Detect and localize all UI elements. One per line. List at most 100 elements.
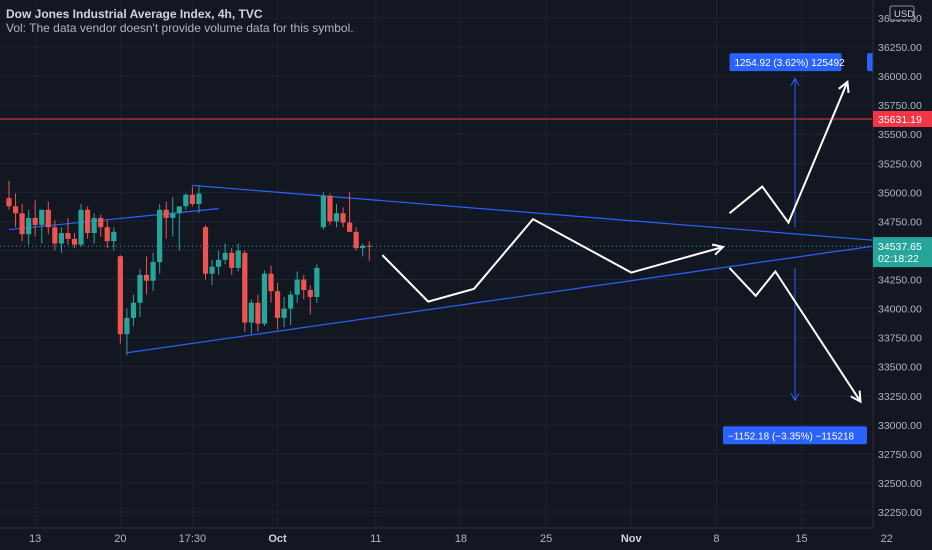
x-tick-label: 25 — [540, 533, 552, 545]
x-tick-label: 11 — [370, 533, 381, 545]
x-tick-label: 18 — [455, 533, 467, 545]
candle-down — [104, 227, 110, 242]
candle-down — [143, 274, 150, 281]
candle-up — [222, 252, 228, 260]
x-tick-label: Oct — [268, 533, 287, 545]
y-tick-label: 33750.00 — [878, 333, 922, 345]
candle-up — [150, 262, 156, 281]
candle-up — [137, 274, 143, 303]
candle-down — [347, 222, 353, 232]
x-tick-label: Nov — [621, 533, 643, 545]
candle-down — [32, 217, 38, 225]
candle-up — [130, 302, 137, 318]
candle-up — [261, 273, 268, 324]
candle-down — [301, 279, 307, 290]
measure-label-box — [722, 426, 867, 445]
currency-label: USD — [894, 9, 914, 20]
y-tick-label: 32250.00 — [878, 507, 922, 519]
projection-path[interactable] — [381, 217, 724, 303]
candle-down — [242, 252, 248, 323]
candle-down — [189, 194, 195, 204]
candle-up — [157, 209, 163, 263]
y-tick-label: 33500.00 — [878, 362, 922, 374]
x-tick-label: 20 — [114, 533, 126, 545]
candle-up — [216, 259, 222, 267]
x-tick-label: 13 — [29, 533, 41, 545]
y-tick-label: 36000.00 — [878, 71, 922, 83]
candle-up — [196, 193, 202, 204]
candle-down — [229, 252, 235, 268]
bullish-path-arrowhead — [838, 80, 850, 93]
y-tick-label: 32750.00 — [878, 449, 922, 461]
candle-down — [117, 256, 123, 335]
candle-up — [91, 217, 97, 234]
projection-path-arrowhead — [712, 243, 725, 256]
candle-up — [248, 302, 254, 323]
candle-down — [366, 245, 372, 247]
measure-label-text: −1152.18 (−3.35%) −115218 — [728, 431, 855, 442]
measure-arrowhead — [790, 77, 800, 86]
candle-up — [26, 217, 32, 235]
candle-up — [39, 209, 45, 225]
candle-down — [163, 209, 169, 218]
symbol-title: Dow Jones Industrial Average Index, 4h, … — [6, 7, 263, 21]
volume-note: Vol: The data vendor doesn't provide vol… — [6, 21, 354, 35]
bearish-path[interactable] — [728, 267, 862, 403]
last-price-box — [873, 237, 932, 268]
candle-down — [274, 291, 281, 318]
countdown-label: 02:18:22 — [878, 253, 919, 265]
candle-up — [176, 206, 182, 214]
candle-down — [52, 227, 58, 244]
candle-up — [170, 213, 176, 218]
triangle-lower-line[interactable] — [126, 241, 900, 354]
y-tick-label: 35000.00 — [878, 187, 922, 199]
candle-down — [353, 231, 359, 249]
y-tick-label: 35750.00 — [878, 100, 922, 112]
candle-up — [320, 195, 326, 228]
y-tick-label: 33000.00 — [878, 420, 922, 432]
resistance-price-label: 35631.19 — [878, 114, 922, 126]
measure-arrowhead — [790, 393, 800, 402]
candle-up — [360, 245, 366, 249]
candle-down — [327, 195, 333, 222]
candle-down — [268, 273, 274, 292]
y-tick-label: 34000.00 — [878, 304, 922, 316]
candle-down — [19, 213, 25, 235]
candle-down — [85, 209, 91, 234]
y-tick-label: 32500.00 — [878, 478, 922, 490]
candle-up — [333, 213, 340, 222]
candle-up — [58, 233, 64, 244]
candle-down — [65, 233, 71, 239]
candle-up — [281, 308, 287, 318]
candle-down — [307, 289, 313, 297]
y-tick-label: 34750.00 — [878, 216, 922, 228]
candle-up — [124, 317, 130, 335]
measure-label-text: 1254.92 (3.62%) 125492 — [735, 58, 846, 69]
candle-up — [209, 266, 215, 274]
bearish-path-arrowhead — [850, 390, 862, 404]
y-tick-label: 34250.00 — [878, 275, 922, 287]
x-tick-label: 17:30 — [179, 533, 207, 545]
candle-down — [98, 217, 104, 228]
candle-up — [294, 279, 300, 295]
x-tick-label: 15 — [795, 533, 807, 545]
currency-badge[interactable] — [889, 5, 915, 21]
candle-down — [71, 238, 78, 245]
candle-down — [45, 209, 51, 228]
candle-up — [314, 267, 320, 297]
bullish-path[interactable] — [728, 81, 849, 225]
channel-top-line[interactable] — [8, 208, 219, 231]
triangle-upper-line[interactable] — [192, 184, 900, 243]
price-axis[interactable] — [873, 0, 932, 550]
candle-up — [235, 250, 241, 268]
candle-down — [6, 198, 12, 207]
y-tick-label: 33250.00 — [878, 391, 922, 403]
candle-up — [111, 231, 117, 242]
y-tick-label: 35500.00 — [878, 129, 922, 141]
y-tick-label: 36250.00 — [878, 42, 922, 54]
candle-down — [202, 227, 209, 274]
candle-down — [255, 302, 261, 324]
y-tick-label: 35250.00 — [878, 158, 922, 170]
candle-down — [12, 206, 19, 214]
